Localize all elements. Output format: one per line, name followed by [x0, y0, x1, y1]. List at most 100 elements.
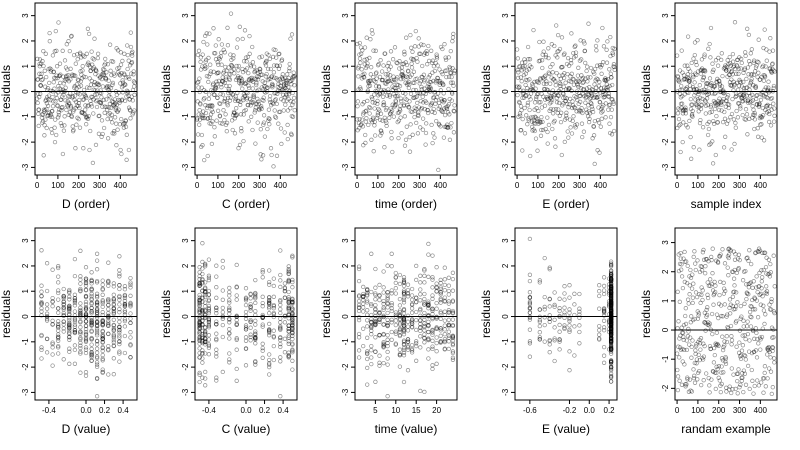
data-point: [106, 299, 111, 304]
data-point: [67, 323, 72, 329]
data-point: [76, 116, 81, 122]
data-point: [377, 317, 382, 322]
data-point: [111, 71, 117, 76]
data-point: [733, 94, 738, 99]
data-point: [576, 109, 582, 114]
data-point: [102, 67, 107, 72]
data-point: [679, 101, 685, 106]
data-point: [749, 72, 755, 77]
data-point: [76, 78, 81, 83]
data-point: [94, 328, 100, 334]
data-point: [738, 80, 744, 85]
data-point: [100, 344, 105, 350]
data-point: [61, 74, 66, 79]
data-point: [282, 85, 287, 90]
data-point: [384, 123, 389, 129]
data-point: [197, 315, 202, 320]
data-point: [608, 322, 614, 327]
data-point: [679, 83, 684, 89]
data-point: [94, 300, 100, 305]
y-tick-label: 3: [181, 13, 190, 18]
data-point: [372, 119, 377, 125]
data-point: [111, 310, 116, 315]
data-point: [267, 122, 272, 127]
data-point: [701, 74, 707, 80]
data-point: [739, 84, 745, 89]
data-point: [243, 302, 249, 308]
data-point: [433, 61, 438, 66]
data-point: [772, 284, 777, 289]
data-point: [268, 100, 273, 105]
data-point: [426, 306, 431, 311]
data-point: [715, 120, 720, 125]
data-point: [212, 125, 217, 130]
data-point: [415, 100, 420, 106]
data-point: [202, 64, 207, 69]
data-point: [728, 323, 734, 329]
data-point: [227, 331, 232, 336]
data-point: [239, 80, 244, 86]
data-point: [430, 346, 435, 352]
data-point: [45, 87, 50, 93]
data-point: [448, 70, 453, 75]
data-point: [403, 60, 408, 65]
data-point: [385, 301, 390, 307]
data-point: [519, 108, 524, 113]
data-point: [128, 282, 133, 287]
data-point: [233, 98, 238, 104]
data-point: [113, 89, 119, 94]
data-point: [206, 292, 212, 297]
data-point: [62, 58, 68, 63]
data-point: [445, 103, 450, 109]
data-point: [111, 343, 116, 349]
data-point: [401, 325, 407, 330]
data-point: [608, 319, 614, 324]
data-point: [399, 72, 404, 77]
data-point: [540, 127, 546, 133]
data-point: [580, 91, 586, 97]
data-point: [427, 89, 433, 94]
data-point: [95, 55, 101, 61]
data-point: [290, 312, 295, 317]
data-point: [687, 77, 692, 82]
data-point: [290, 326, 295, 331]
data-point: [761, 78, 767, 83]
y-axis-label: residuals: [479, 65, 493, 113]
data-point: [83, 276, 89, 281]
data-point: [426, 337, 431, 342]
data-point: [286, 305, 291, 310]
data-point: [446, 55, 451, 60]
data-point: [108, 95, 113, 100]
data-point: [450, 311, 456, 316]
data-point: [764, 104, 769, 109]
data-point: [608, 347, 614, 352]
data-point: [199, 85, 204, 90]
data-point: [440, 109, 445, 114]
data-point: [554, 95, 559, 101]
data-point: [718, 389, 723, 395]
data-point: [426, 303, 431, 308]
data-point: [72, 313, 78, 318]
data-point: [390, 87, 396, 93]
data-point: [94, 354, 100, 359]
data-point: [769, 107, 774, 112]
data-point: [602, 77, 607, 83]
data-point: [72, 324, 78, 329]
data-point: [608, 331, 614, 336]
data-point: [197, 292, 202, 298]
data-point: [264, 51, 269, 56]
data-point: [557, 113, 562, 118]
data-point: [213, 51, 218, 56]
data-point: [759, 114, 764, 120]
data-point: [552, 43, 557, 49]
data-point: [130, 98, 135, 103]
data-point: [771, 68, 776, 73]
x-axis-label: E (order): [542, 197, 589, 211]
data-point: [608, 289, 614, 294]
data-point: [450, 66, 455, 71]
y-axis-label: residuals: [0, 290, 13, 338]
data-point: [561, 95, 566, 101]
data-point: [401, 311, 407, 316]
data-point: [602, 88, 607, 93]
data-point: [93, 88, 98, 93]
